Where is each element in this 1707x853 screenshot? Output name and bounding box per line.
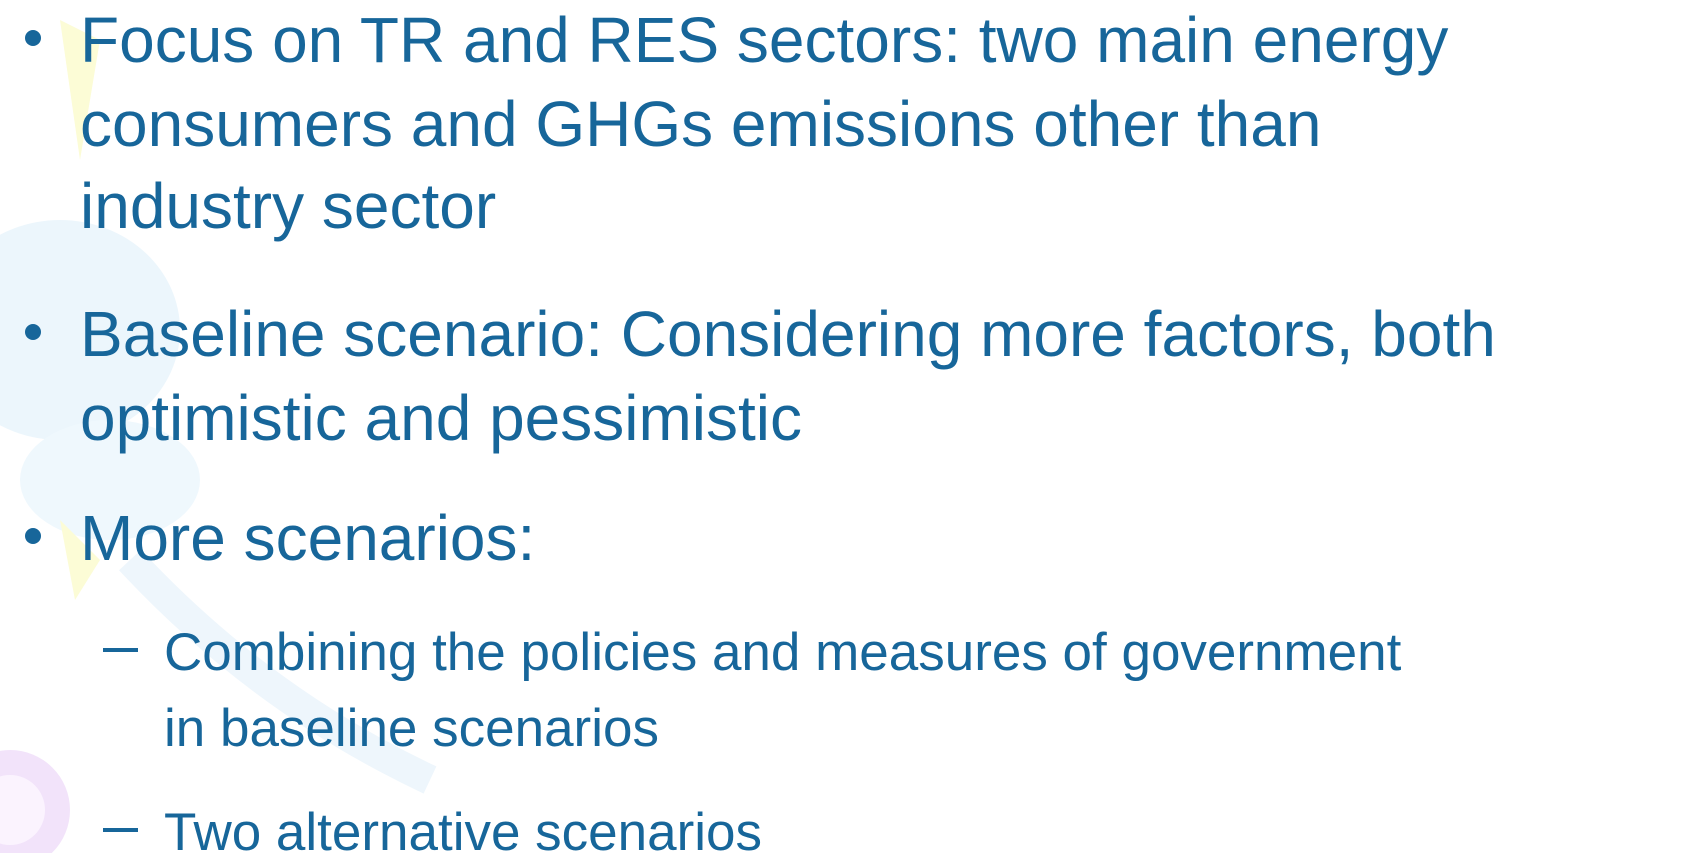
bullet	[25, 324, 41, 340]
sub-bullet-text: Combining the policies and measures of g…	[164, 623, 1402, 682]
bullet-text: Focus on TR and RES sectors: two main en…	[80, 4, 1448, 76]
slide: Focus on TR and RES sectors: two main en…	[0, 0, 1707, 853]
sub-bullet-text: in baseline scenarios	[164, 699, 659, 758]
sub-bullet-text: Two alternative scenarios	[164, 803, 762, 853]
bullet-text: optimistic and pessimistic	[80, 382, 802, 454]
slide-content: Focus on TR and RES sectors: two main en…	[25, 4, 1496, 853]
bullet-text: Baseline scenario: Considering more fact…	[80, 298, 1496, 370]
bullet-text: More scenarios:	[80, 502, 535, 574]
bullet-text: industry sector	[80, 170, 496, 242]
bullet	[25, 30, 41, 46]
bullet-text: consumers and GHGs emissions other than	[80, 88, 1321, 160]
bullet	[25, 528, 41, 544]
